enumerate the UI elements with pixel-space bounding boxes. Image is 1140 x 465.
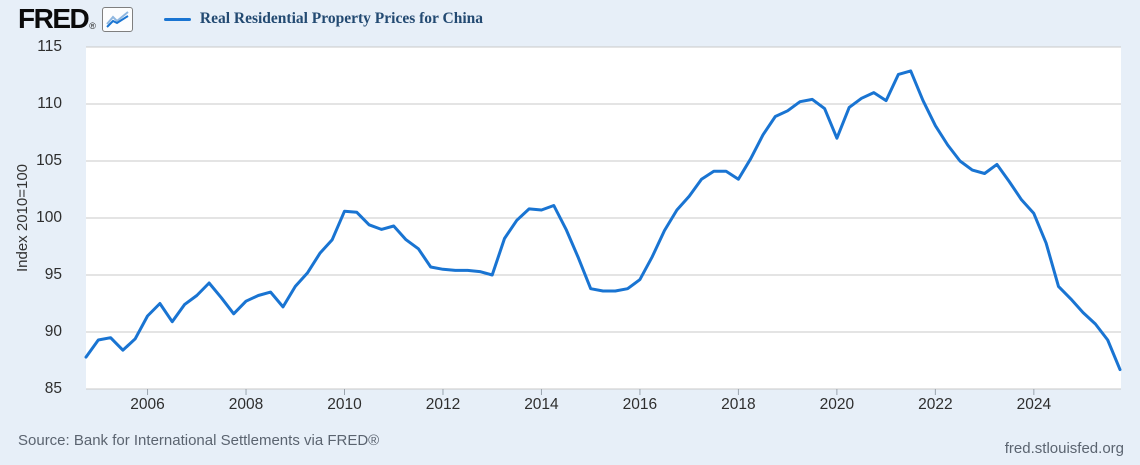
x-tick-label: 2016	[622, 396, 658, 413]
x-tick-label: 2024	[1016, 396, 1052, 413]
legend-line-swatch	[163, 17, 191, 21]
source-note: Source: Bank for International Settlemen…	[18, 432, 380, 449]
series-title: Real Residential Property Prices for Chi…	[199, 10, 483, 27]
x-tick-label: 2022	[918, 396, 953, 413]
y-tick-labels: 85 90 95 100 105 110 115	[0, 0, 74, 465]
y-tick-label: 85	[44, 380, 62, 397]
x-tick-label: 2018	[721, 396, 756, 413]
fred-logo-chart-icon	[101, 7, 133, 32]
x-tick-label: 2010	[327, 396, 362, 413]
fred-logo[interactable]: FRED ®	[18, 3, 133, 34]
x-tick-label: 2014	[524, 396, 559, 413]
y-tick-label: 110	[37, 95, 62, 112]
y-tick-label: 100	[36, 209, 62, 226]
y-tick-label: 95	[44, 266, 62, 283]
x-tick-label: 2020	[819, 396, 855, 413]
fred-url[interactable]: fred.stlouisfed.org	[1004, 440, 1124, 457]
y-tick-label: 105	[36, 152, 62, 169]
registered-mark: ®	[89, 21, 96, 31]
chart-header: FRED ® Real Residential Property Prices …	[0, 0, 1140, 38]
y-tick-label: 90	[44, 323, 62, 340]
fred-logo-text: FRED	[18, 3, 90, 34]
x-tick-label: 2006	[130, 396, 165, 413]
x-tick-label: 2012	[425, 396, 461, 413]
y-tick-label: 115	[37, 38, 62, 55]
series-line[interactable]	[84, 69, 1122, 372]
x-tick-label: 2008	[228, 396, 264, 413]
